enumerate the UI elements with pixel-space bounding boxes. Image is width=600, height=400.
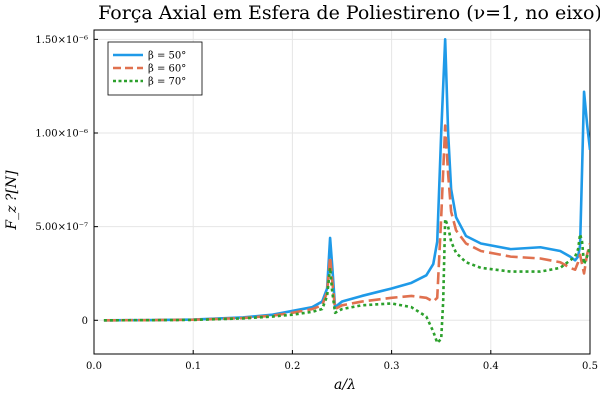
y-tick-label: 5.00×10⁻⁷ <box>35 222 88 233</box>
legend-box <box>107 41 203 96</box>
x-tick-label: 0.4 <box>483 361 499 372</box>
x-axis-label: a/λ <box>334 377 356 393</box>
series-line-1 <box>103 38 590 322</box>
x-tick-label: 0.2 <box>284 361 300 372</box>
plot-frame <box>93 29 591 355</box>
y-tick-label: 1.00×10⁻⁶ <box>35 129 88 140</box>
legend: β = 50° β = 60° β = 70° <box>107 41 203 96</box>
legend-label-1: β = 50° <box>148 51 186 62</box>
legend-label-3: β = 70° <box>148 77 186 88</box>
x-tick-label: 0.1 <box>185 361 201 372</box>
series-line-2 <box>103 124 590 322</box>
ticks: 0.0 0.1 0.2 0.3 0.4 0.5 0 5.00×10⁻⁷ 1.00×10⁻⁶ 1.5… <box>35 35 598 372</box>
series-line-3 <box>103 217 590 345</box>
y-tick-label: 1.50×10⁻⁶ <box>35 35 88 46</box>
x-tick-label: 0.5 <box>582 361 598 372</box>
legend-label-2: β = 60° <box>148 64 186 75</box>
y-axis-label: F_z ?[N] <box>4 170 20 231</box>
x-tick-label: 0.3 <box>384 361 400 372</box>
x-tick-label: 0.0 <box>86 361 102 372</box>
series-layer <box>103 38 590 345</box>
y-tick-label: 0 <box>82 316 88 327</box>
chart-title: Força Axial em Esfera de Poliestireno (ν… <box>98 2 600 24</box>
